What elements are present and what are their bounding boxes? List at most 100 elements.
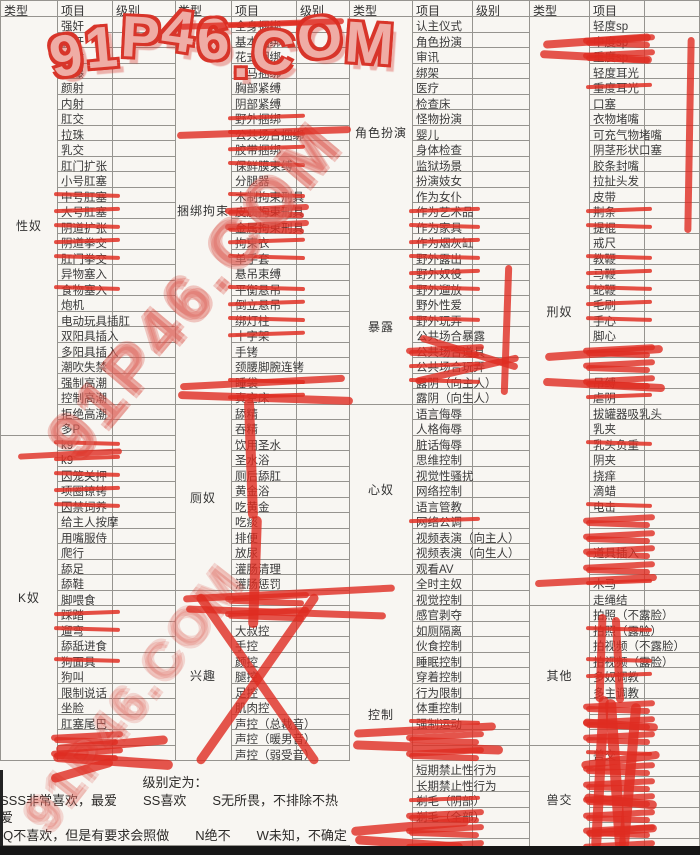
level-cell[interactable] <box>473 559 530 575</box>
level-cell[interactable] <box>473 311 530 327</box>
level-cell[interactable] <box>473 187 530 203</box>
level-cell[interactable] <box>113 141 176 157</box>
level-cell[interactable] <box>645 451 700 467</box>
level-cell[interactable] <box>473 141 530 157</box>
level-cell[interactable] <box>113 575 176 591</box>
level-cell[interactable] <box>297 218 350 234</box>
level-cell[interactable] <box>297 575 350 591</box>
level-cell[interactable] <box>297 482 350 498</box>
level-cell[interactable] <box>645 668 700 684</box>
level-cell[interactable] <box>645 172 700 188</box>
level-cell[interactable] <box>645 590 700 606</box>
level-cell[interactable] <box>473 590 530 606</box>
level-cell[interactable] <box>297 48 350 64</box>
level-cell[interactable] <box>645 389 700 405</box>
level-cell[interactable] <box>645 94 700 110</box>
level-cell[interactable] <box>297 730 350 746</box>
level-cell[interactable] <box>645 280 700 296</box>
level-cell[interactable] <box>473 451 530 467</box>
level-cell[interactable] <box>297 466 350 482</box>
level-cell[interactable] <box>645 203 700 219</box>
level-cell[interactable] <box>113 513 176 529</box>
level-cell[interactable] <box>113 156 176 172</box>
level-cell[interactable] <box>297 110 350 126</box>
level-cell[interactable] <box>113 652 176 668</box>
level-cell[interactable] <box>473 482 530 498</box>
level-cell[interactable] <box>473 792 530 808</box>
level-cell[interactable] <box>645 234 700 250</box>
level-cell[interactable] <box>473 203 530 219</box>
level-cell[interactable] <box>473 265 530 281</box>
level-cell[interactable] <box>645 683 700 699</box>
level-cell[interactable] <box>645 420 700 436</box>
level-cell[interactable] <box>297 327 350 343</box>
level-cell[interactable] <box>113 218 176 234</box>
level-cell[interactable] <box>297 497 350 513</box>
level-cell[interactable] <box>473 32 530 48</box>
level-cell[interactable] <box>113 327 176 343</box>
level-cell[interactable] <box>297 172 350 188</box>
level-cell[interactable] <box>297 249 350 265</box>
level-cell[interactable] <box>473 776 530 792</box>
level-cell[interactable] <box>113 203 176 219</box>
level-cell[interactable] <box>645 110 700 126</box>
level-cell[interactable] <box>113 280 176 296</box>
level-cell[interactable] <box>297 668 350 684</box>
level-cell[interactable] <box>113 559 176 575</box>
level-cell[interactable] <box>297 311 350 327</box>
level-cell[interactable] <box>645 156 700 172</box>
level-cell[interactable] <box>113 63 176 79</box>
level-cell[interactable] <box>297 187 350 203</box>
level-cell[interactable] <box>113 544 176 560</box>
level-cell[interactable] <box>473 48 530 64</box>
level-cell[interactable] <box>473 575 530 591</box>
level-cell[interactable] <box>473 156 530 172</box>
level-cell[interactable] <box>645 327 700 343</box>
level-cell[interactable] <box>473 466 530 482</box>
level-cell[interactable] <box>113 466 176 482</box>
level-cell[interactable] <box>113 373 176 389</box>
level-cell[interactable] <box>297 559 350 575</box>
level-cell[interactable] <box>297 280 350 296</box>
level-cell[interactable] <box>297 156 350 172</box>
level-cell[interactable] <box>473 699 530 715</box>
level-cell[interactable] <box>473 110 530 126</box>
level-cell[interactable] <box>113 94 176 110</box>
level-cell[interactable] <box>297 296 350 312</box>
level-cell[interactable] <box>297 79 350 95</box>
level-cell[interactable] <box>113 497 176 513</box>
level-cell[interactable] <box>645 265 700 281</box>
level-cell[interactable] <box>473 513 530 529</box>
level-cell[interactable] <box>113 187 176 203</box>
level-cell[interactable] <box>113 451 176 467</box>
level-cell[interactable] <box>113 637 176 653</box>
level-cell[interactable] <box>473 652 530 668</box>
level-cell[interactable] <box>113 420 176 436</box>
level-cell[interactable] <box>113 311 176 327</box>
level-cell[interactable] <box>113 17 176 33</box>
level-cell[interactable] <box>473 389 530 405</box>
level-cell[interactable] <box>473 172 530 188</box>
level-cell[interactable] <box>113 699 176 715</box>
level-cell[interactable] <box>113 48 176 64</box>
level-cell[interactable] <box>645 187 700 203</box>
level-cell[interactable] <box>297 389 350 405</box>
level-cell[interactable] <box>473 17 530 33</box>
level-cell[interactable] <box>645 466 700 482</box>
level-cell[interactable] <box>113 358 176 374</box>
level-cell[interactable] <box>297 265 350 281</box>
level-cell[interactable] <box>113 125 176 141</box>
level-cell[interactable] <box>473 94 530 110</box>
level-cell[interactable] <box>297 435 350 451</box>
level-cell[interactable] <box>113 714 176 730</box>
level-cell[interactable] <box>473 404 530 420</box>
level-cell[interactable] <box>645 218 700 234</box>
level-cell[interactable] <box>297 234 350 250</box>
level-cell[interactable] <box>473 823 530 839</box>
level-cell[interactable] <box>297 358 350 374</box>
level-cell[interactable] <box>473 683 530 699</box>
level-cell[interactable] <box>113 435 176 451</box>
level-cell[interactable] <box>473 420 530 436</box>
level-cell[interactable] <box>113 265 176 281</box>
level-cell[interactable] <box>297 420 350 436</box>
